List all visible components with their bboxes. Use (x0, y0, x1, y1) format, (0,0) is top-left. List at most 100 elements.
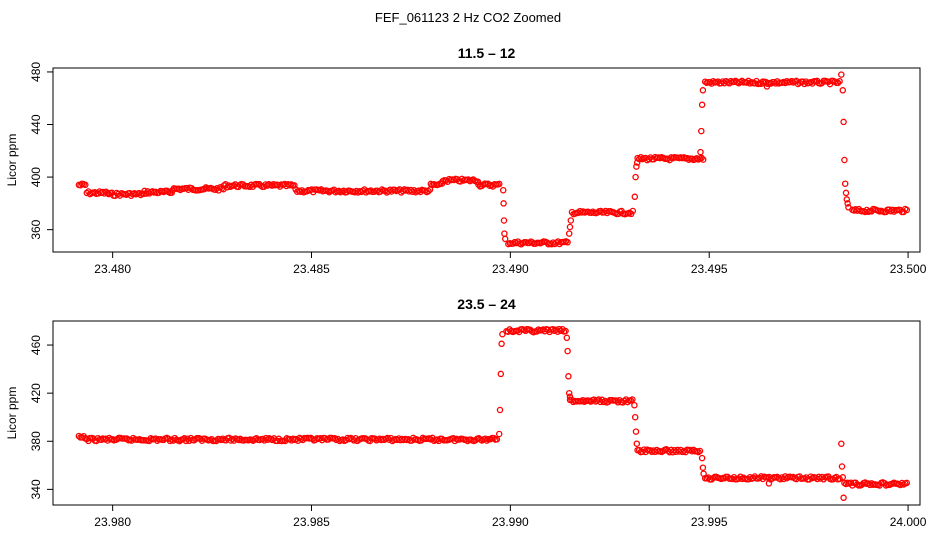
data-point (624, 398, 631, 406)
data-point (565, 389, 573, 397)
data-segment (487, 434, 501, 443)
data-point (826, 80, 834, 88)
data-point (838, 463, 846, 470)
data-point (567, 217, 575, 224)
data-point (82, 181, 89, 189)
data-point (499, 186, 507, 194)
data-point (763, 83, 771, 90)
data-segment (505, 238, 571, 248)
data-point (765, 480, 773, 487)
data-point (843, 196, 851, 203)
data-point (815, 473, 823, 481)
data-segment (475, 180, 503, 190)
x-tick-label: 23.490 (492, 262, 529, 276)
data-point (841, 156, 848, 164)
panel-top: 11.5 – 12 Licor ppm 23.480 23.485 23.490 23.4… (5, 45, 927, 276)
data-point (631, 193, 639, 201)
data-point (495, 430, 503, 438)
data-point (836, 475, 843, 483)
data-point (331, 435, 339, 442)
y-tick-label: 380 (29, 431, 43, 451)
y-tick-label: 480 (29, 62, 43, 82)
data-point (483, 437, 491, 444)
data-point (384, 434, 391, 442)
data-point (903, 479, 911, 487)
data-point (861, 479, 869, 486)
data-point (166, 437, 174, 445)
data-point (291, 182, 298, 189)
data-point (839, 474, 847, 481)
data-point (496, 406, 504, 414)
data-segment (701, 77, 843, 88)
data-segment (566, 396, 636, 406)
x-tick-label: 23.485 (293, 262, 330, 276)
x-tick-label: 23.985 (293, 515, 330, 529)
data-point (633, 159, 641, 166)
data-point (633, 163, 640, 170)
x-tick-label: 24.000 (890, 515, 927, 529)
y-tick-label: 360 (29, 219, 43, 239)
x-tick-label: 23.995 (691, 515, 728, 529)
data-point (497, 370, 505, 378)
data-point (839, 87, 847, 94)
data-point (566, 223, 574, 231)
data-segment (568, 207, 637, 218)
data-point (564, 347, 571, 355)
data-point (499, 330, 506, 338)
y-tick-label: 400 (29, 167, 43, 187)
data-segment (105, 189, 148, 199)
data-points (75, 71, 911, 248)
data-point (631, 413, 639, 421)
data-point (490, 434, 497, 442)
data-point (699, 87, 707, 94)
data-point (633, 440, 641, 447)
data-point (696, 447, 704, 455)
y-tick-label: 340 (29, 479, 43, 499)
data-segment (83, 434, 494, 445)
plot-frame (52, 320, 921, 506)
data-segment (841, 479, 911, 489)
data-segment (75, 180, 89, 189)
data-point (698, 101, 706, 109)
data-point (699, 156, 707, 163)
x-tick-label: 23.480 (94, 262, 131, 276)
data-point (836, 77, 843, 85)
data-segment (169, 184, 227, 194)
data-segment (701, 473, 843, 483)
data-segment (634, 153, 707, 164)
data-point (697, 148, 704, 156)
data-point (500, 217, 508, 224)
data-segment (503, 325, 569, 336)
x-tick-label: 23.495 (691, 262, 728, 276)
data-point (498, 340, 505, 348)
y-axis-label: Licor ppm (5, 387, 19, 440)
data-segment (439, 175, 482, 186)
data-point (493, 436, 501, 443)
plot-frame (52, 67, 921, 253)
data-point (841, 180, 849, 187)
data-point (629, 396, 636, 403)
y-tick-label: 460 (29, 335, 43, 355)
data-point (698, 127, 705, 135)
data-point (500, 200, 507, 207)
data-point (838, 71, 845, 78)
data-point (698, 154, 705, 162)
data-point (834, 79, 842, 87)
x-tick-label: 23.500 (890, 262, 927, 276)
data-point (840, 118, 847, 126)
data-point (629, 207, 637, 215)
panel-bottom: 23.5 – 24 Licor ppm 23.980 23.985 23.990 23.9… (5, 296, 927, 529)
data-segment (427, 180, 446, 189)
data-segment (83, 188, 111, 198)
data-point (549, 325, 557, 333)
data-point (845, 204, 852, 211)
data-point (698, 454, 706, 462)
x-tick-label: 23.990 (492, 515, 529, 529)
data-point (842, 189, 850, 197)
data-point (104, 189, 111, 197)
data-point (632, 428, 640, 435)
data-point (700, 470, 707, 477)
panel-title: 23.5 – 24 (457, 296, 516, 312)
data-point (840, 494, 847, 502)
data-point (844, 200, 851, 207)
